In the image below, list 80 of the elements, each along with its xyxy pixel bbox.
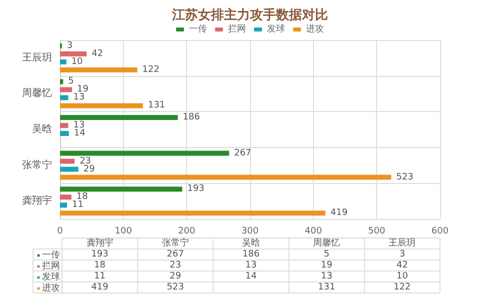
legend-label: 一传 bbox=[42, 250, 60, 260]
data-label: 3 bbox=[66, 40, 73, 51]
bar bbox=[60, 166, 78, 172]
x-tick-label: 500 bbox=[368, 226, 386, 236]
data-label: 13 bbox=[73, 120, 85, 130]
data-label: 13 bbox=[245, 260, 257, 270]
data-label: 14 bbox=[245, 272, 257, 282]
bar bbox=[60, 95, 68, 100]
bar bbox=[60, 51, 87, 56]
bar bbox=[60, 123, 68, 128]
category-label: 张常宁 bbox=[162, 238, 189, 248]
x-tick-label: 100 bbox=[114, 226, 132, 236]
data-label: 11 bbox=[72, 200, 84, 210]
y-tick-label: 王辰玥 bbox=[22, 52, 52, 64]
bar bbox=[60, 79, 64, 84]
x-tick-label: 300 bbox=[241, 226, 259, 236]
bar bbox=[60, 210, 326, 216]
data-label: 23 bbox=[170, 260, 182, 270]
x-tick-label: 0 bbox=[57, 226, 64, 236]
bar bbox=[60, 186, 182, 192]
category-label: 王辰玥 bbox=[388, 238, 416, 248]
legend-label: 进攻 bbox=[306, 24, 324, 34]
data-label: 29 bbox=[83, 164, 96, 174]
chart-title: 江苏女排主力攻手数据对比 bbox=[171, 7, 328, 23]
data-label: 13 bbox=[73, 92, 85, 103]
data-label: 23 bbox=[80, 156, 92, 166]
x-tick-label: 400 bbox=[304, 226, 322, 236]
bar bbox=[60, 158, 75, 164]
data-label: 29 bbox=[170, 272, 182, 282]
legend-label: 一传 bbox=[189, 24, 207, 34]
data-label: 419 bbox=[91, 282, 109, 292]
category-label: 周馨忆 bbox=[313, 238, 340, 248]
bar bbox=[60, 194, 72, 200]
x-tick-label: 200 bbox=[178, 226, 196, 236]
data-label: 523 bbox=[396, 172, 414, 182]
y-tick-label: 周馨忆 bbox=[22, 87, 52, 100]
data-label: 5 bbox=[324, 250, 330, 260]
x-tick-label: 600 bbox=[431, 226, 449, 236]
bar bbox=[60, 131, 69, 136]
legend-label: 拦网 bbox=[42, 260, 60, 272]
data-label: 193 bbox=[91, 250, 108, 260]
legend-label: 发球 bbox=[267, 24, 285, 34]
bar bbox=[60, 150, 230, 156]
data-label: 267 bbox=[234, 148, 252, 158]
category-label: 吴晗 bbox=[242, 238, 260, 248]
data-label: 193 bbox=[187, 184, 204, 194]
data-label: 3 bbox=[399, 250, 406, 260]
data-label: 419 bbox=[330, 208, 348, 218]
data-label: 186 bbox=[242, 250, 260, 260]
bar bbox=[60, 67, 138, 72]
data-label: 42 bbox=[92, 48, 104, 59]
data-label: 267 bbox=[166, 250, 184, 260]
data-label: 10 bbox=[71, 56, 84, 67]
legend-label: 进攻 bbox=[42, 282, 60, 294]
bar bbox=[60, 59, 66, 64]
data-label: 122 bbox=[142, 64, 160, 75]
data-label: 13 bbox=[320, 272, 332, 282]
bar bbox=[60, 202, 67, 208]
bar bbox=[60, 103, 143, 108]
legend-label: 拦网 bbox=[228, 24, 246, 34]
legend-label: 发球 bbox=[42, 272, 60, 282]
data-label: 122 bbox=[394, 282, 411, 292]
data-label: 186 bbox=[182, 112, 200, 122]
data-label: 19 bbox=[320, 260, 333, 270]
data-label: 131 bbox=[318, 282, 336, 292]
y-tick-label: 吴晗 bbox=[32, 123, 52, 135]
bar bbox=[60, 174, 392, 180]
data-label: 11 bbox=[94, 272, 106, 282]
data-label: 523 bbox=[166, 282, 184, 292]
data-label: 131 bbox=[148, 100, 166, 111]
y-tick-label: 张常宁 bbox=[22, 158, 52, 171]
data-label: 14 bbox=[74, 128, 86, 138]
category-label: 龚翔宇 bbox=[86, 238, 114, 248]
bar bbox=[60, 87, 72, 92]
y-tick-label: 龚翔宇 bbox=[22, 194, 52, 207]
data-label: 5 bbox=[68, 76, 74, 87]
bar bbox=[60, 115, 178, 120]
data-label: 42 bbox=[396, 260, 408, 270]
data-label: 18 bbox=[94, 260, 106, 270]
data-label: 10 bbox=[396, 272, 408, 282]
